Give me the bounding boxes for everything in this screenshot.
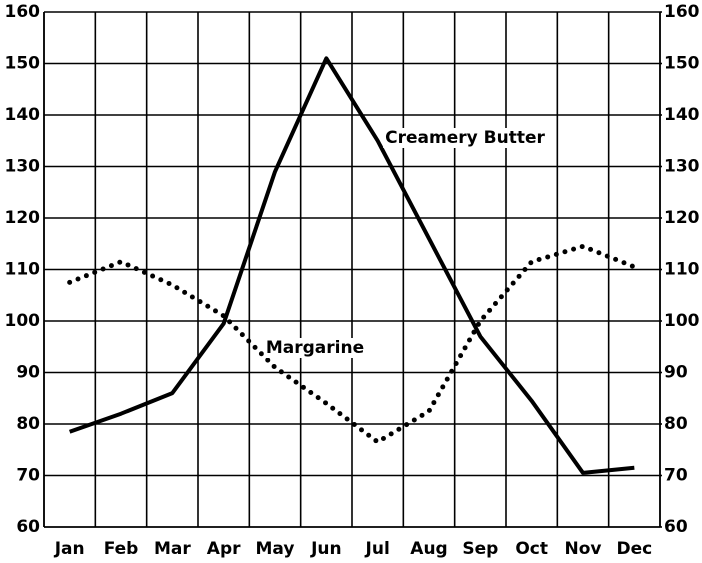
y2-tick-label: 150	[664, 54, 700, 74]
y-tick-label: 150	[5, 54, 41, 74]
y2-tick-label: 100	[664, 311, 700, 331]
x-tick-label: Jan	[54, 539, 85, 559]
y-tick-label: 130	[5, 157, 41, 177]
series-line	[67, 243, 637, 446]
y-tick-label: 120	[5, 208, 41, 228]
y-tick-label: 160	[5, 2, 41, 22]
x-tick-label: Jul	[365, 539, 390, 559]
x-tick-label: Sep	[462, 539, 498, 559]
x-tick-label: Nov	[565, 539, 602, 559]
y2-tick-label: 90	[664, 363, 688, 383]
y-tick-label: 70	[16, 466, 40, 486]
x-tick-label: Feb	[104, 539, 139, 559]
y2-tick-label: 130	[664, 157, 700, 177]
x-tick-label: Jun	[310, 539, 342, 559]
y-tick-label: 110	[5, 260, 41, 280]
series-line	[69, 56, 635, 475]
y2-tick-label: 160	[664, 2, 700, 22]
y2-tick-label: 110	[664, 260, 700, 280]
y-tick-label: 80	[16, 414, 40, 434]
y-tick-label: 90	[16, 363, 40, 383]
y2-tick-label: 120	[664, 208, 700, 228]
x-tick-label: Apr	[207, 539, 241, 559]
y-tick-label: 60	[16, 517, 40, 537]
series-label: Creamery Butter	[385, 128, 545, 148]
x-tick-label: Mar	[154, 539, 191, 559]
y-tick-label: 100	[5, 311, 41, 331]
x-tick-label: May	[256, 539, 295, 559]
x-tick-label: Oct	[515, 539, 548, 559]
series-label-bg	[263, 338, 367, 358]
x-tick-label: Aug	[410, 539, 447, 559]
y2-tick-label: 70	[664, 466, 688, 486]
series-label: Margarine	[266, 338, 364, 358]
series-label-bg	[383, 128, 548, 148]
y2-tick-label: 60	[664, 517, 688, 537]
y2-tick-label: 140	[664, 105, 700, 125]
x-tick-label: Dec	[616, 539, 652, 559]
y2-tick-label: 80	[664, 414, 688, 434]
y-tick-label: 140	[5, 105, 41, 125]
